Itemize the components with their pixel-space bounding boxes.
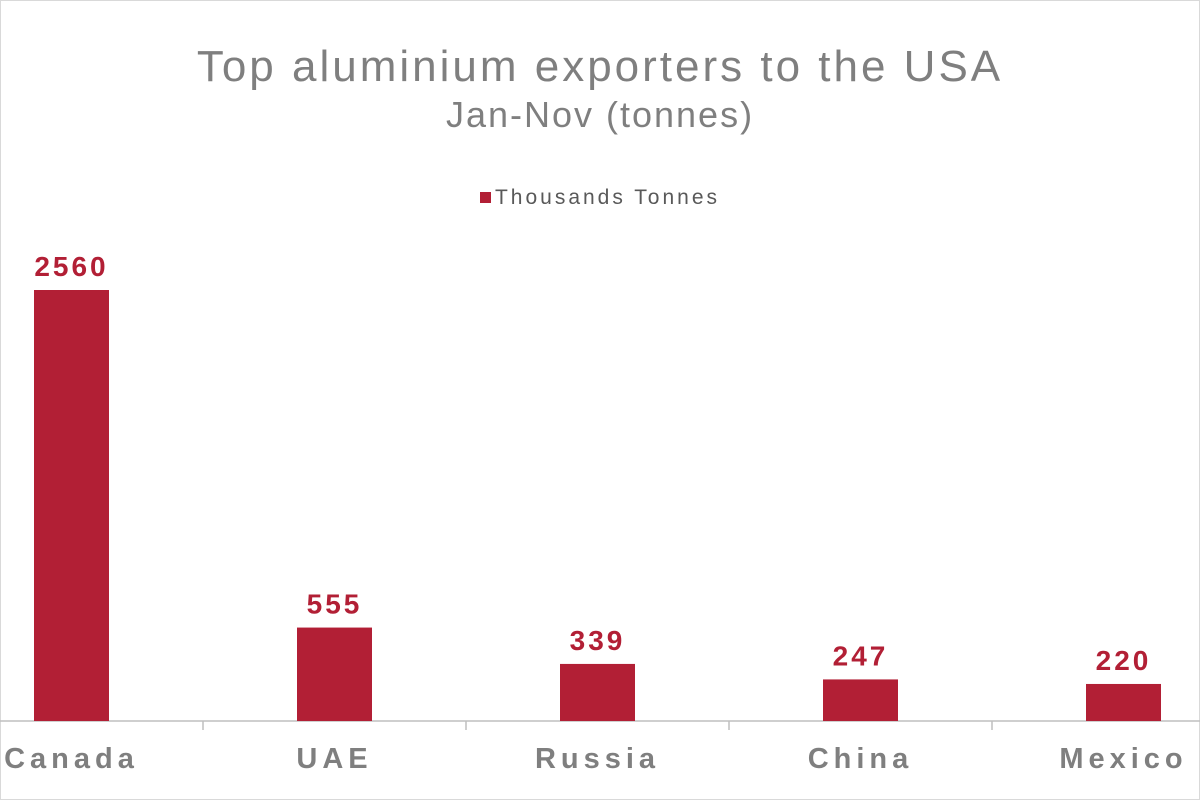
chart-header: Top aluminium exporters to the USA Jan-N… <box>0 40 1200 136</box>
data-label-russia: 339 <box>570 625 626 656</box>
data-label-uae: 555 <box>307 589 363 620</box>
legend-label: Thousands Tonnes <box>494 186 721 209</box>
bar-canada <box>34 290 109 721</box>
x-tick-label-russia: Russia <box>535 743 660 775</box>
legend-swatch <box>479 192 491 203</box>
chart-subtitle: Jan-Nov (tonnes) <box>445 94 755 135</box>
chart-title: Top aluminium exporters to the USA <box>196 42 1004 91</box>
bar-uae <box>297 627 372 721</box>
bar-russia <box>560 663 635 721</box>
x-tick-label-china: China <box>808 743 914 775</box>
x-tick-label-uae: UAE <box>296 743 372 775</box>
bar-mexico <box>1086 683 1161 721</box>
bar-china <box>823 679 898 721</box>
data-label-canada: 2560 <box>34 251 108 282</box>
data-label-mexico: 220 <box>1096 645 1152 676</box>
data-label-china: 247 <box>833 640 889 671</box>
x-tick-label-canada: Canada <box>4 743 139 775</box>
x-tick-label-mexico: Mexico <box>1059 743 1187 775</box>
chart-legend: Thousands Tonnes <box>0 186 1200 210</box>
